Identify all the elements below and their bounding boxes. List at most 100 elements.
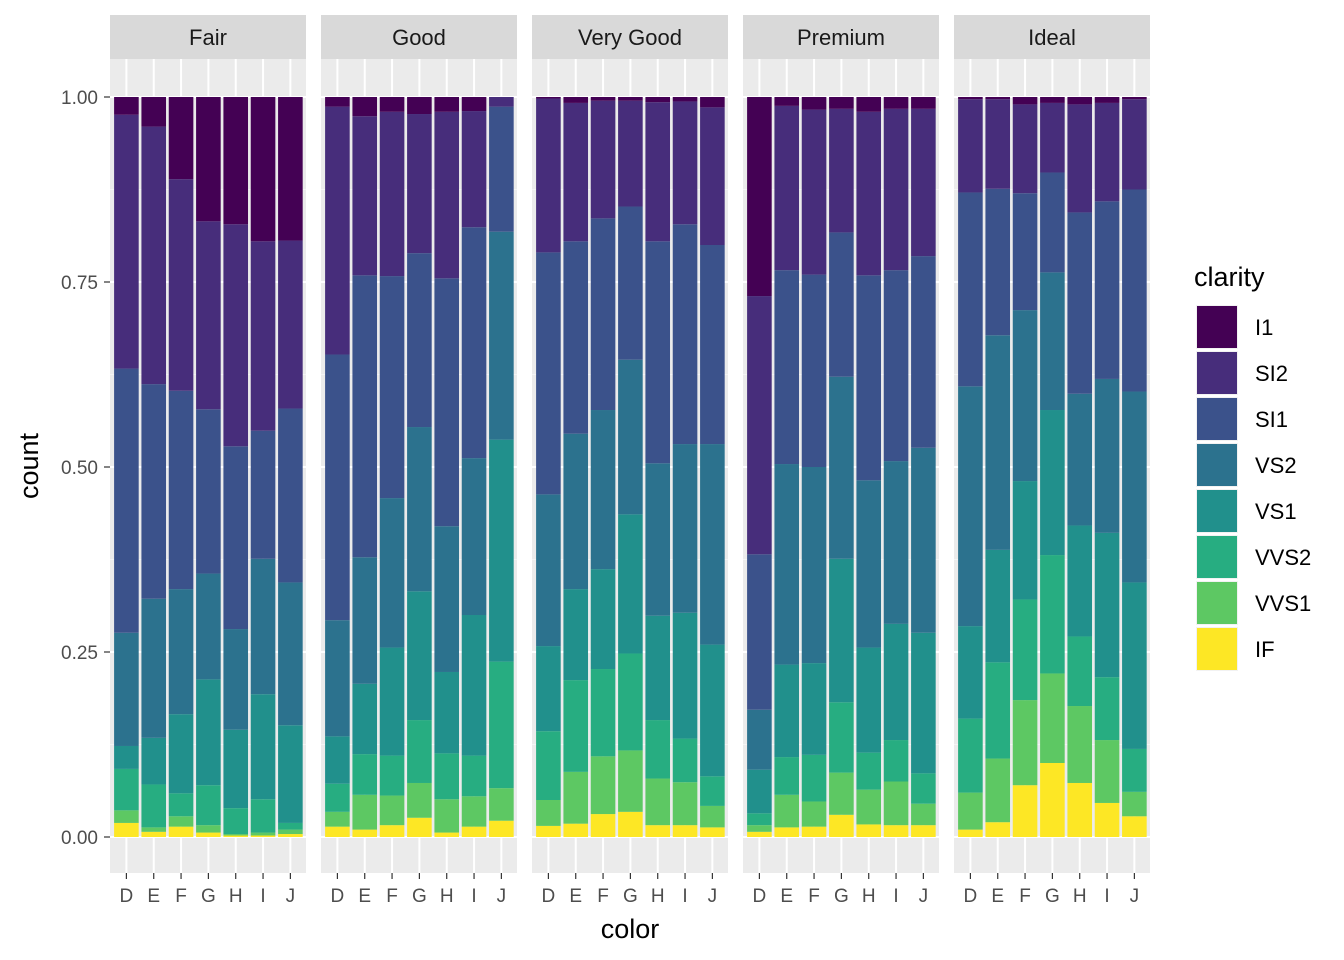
bar-segment-vs2 bbox=[434, 526, 460, 672]
bar-segment-vs2 bbox=[829, 376, 854, 559]
bar-very-good-i bbox=[672, 97, 698, 837]
bar-segment-vs1 bbox=[985, 549, 1011, 663]
bar-segment-vvs1 bbox=[563, 771, 589, 824]
bar-segment-vs1 bbox=[352, 683, 378, 755]
bar-segment-if bbox=[407, 817, 432, 837]
legend-label: VVS1 bbox=[1255, 591, 1311, 616]
legend-item-vs2: VS2 bbox=[1196, 443, 1297, 487]
bar-segment-vs1 bbox=[747, 769, 772, 814]
bar-ideal-e bbox=[985, 97, 1011, 837]
bar-segment-vs2 bbox=[700, 444, 725, 645]
legend-key bbox=[1197, 444, 1237, 486]
bar-segment-if bbox=[883, 825, 909, 837]
bar-segment-si1 bbox=[223, 446, 249, 630]
bar-segment-vs1 bbox=[278, 725, 303, 823]
legend-key bbox=[1197, 582, 1237, 624]
facet-strip-label: Very Good bbox=[578, 25, 682, 50]
bar-segment-vvs1 bbox=[747, 825, 772, 832]
bar-segment-vvs1 bbox=[1012, 700, 1038, 786]
facet-strip-label: Fair bbox=[189, 25, 227, 50]
legend-label: SI1 bbox=[1255, 407, 1288, 432]
bar-segment-vvs2 bbox=[325, 783, 350, 812]
bar-fair-e bbox=[141, 97, 167, 837]
bar-segment-si2 bbox=[958, 99, 983, 193]
facet-strip bbox=[321, 15, 517, 59]
bar-segment-vvs1 bbox=[434, 799, 460, 833]
bar-segment-vs2 bbox=[168, 589, 194, 715]
bar-segment-si1 bbox=[1122, 189, 1147, 392]
bar-segment-i1 bbox=[196, 97, 221, 222]
bar-segment-vvs1 bbox=[168, 816, 194, 827]
bar-segment-vs1 bbox=[461, 615, 487, 756]
bar-segment-si2 bbox=[829, 108, 854, 233]
bar-segment-vs2 bbox=[774, 464, 800, 665]
bar-segment-si2 bbox=[168, 179, 194, 391]
legend-item-si1: SI1 bbox=[1196, 397, 1288, 441]
bar-ideal-g bbox=[1040, 97, 1065, 837]
bar-segment-si1 bbox=[1094, 201, 1120, 379]
bar-segment-i1 bbox=[985, 97, 1011, 100]
bar-segment-si1 bbox=[700, 245, 725, 445]
bar-segment-vs2 bbox=[618, 359, 643, 515]
bar-segment-vs1 bbox=[379, 647, 405, 756]
bar-segment-vvs1 bbox=[856, 789, 882, 825]
bar-segment-vvs2 bbox=[1122, 748, 1147, 792]
legend-title: clarity bbox=[1194, 262, 1265, 292]
bar-segment-i1 bbox=[1040, 97, 1065, 103]
bar-segment-if bbox=[434, 832, 460, 837]
bar-segment-vvs2 bbox=[352, 754, 378, 795]
bar-good-j bbox=[489, 97, 514, 837]
x-tick-label: H bbox=[229, 886, 243, 907]
facet-strip bbox=[532, 15, 728, 59]
bar-segment-si1 bbox=[379, 276, 405, 499]
bar-segment-if bbox=[379, 825, 405, 837]
bar-segment-si1 bbox=[911, 256, 936, 448]
bar-segment-i1 bbox=[829, 97, 854, 109]
bar-segment-if bbox=[747, 831, 772, 837]
bar-premium-d bbox=[747, 97, 772, 837]
bar-segment-vvs2 bbox=[801, 754, 827, 802]
bar-very-good-e bbox=[563, 97, 589, 837]
bar-segment-vvs2 bbox=[856, 752, 882, 790]
bar-ideal-f bbox=[1012, 97, 1038, 837]
bar-fair-d bbox=[114, 97, 139, 837]
x-tick-label: E bbox=[991, 886, 1004, 907]
bar-segment-if bbox=[168, 826, 194, 837]
bar-segment-vs2 bbox=[278, 582, 303, 726]
x-tick-label: H bbox=[440, 886, 454, 907]
bar-segment-i1 bbox=[774, 97, 800, 106]
bar-segment-vvs2 bbox=[1094, 677, 1120, 741]
bar-segment-vvs1 bbox=[1040, 673, 1065, 763]
legend-item-vs1: VS1 bbox=[1196, 489, 1297, 533]
bar-fair-f bbox=[168, 97, 194, 837]
bar-segment-si1 bbox=[489, 106, 514, 232]
bar-segment-si1 bbox=[1012, 193, 1038, 311]
bar-segment-vvs2 bbox=[250, 799, 276, 833]
bar-segment-i1 bbox=[1067, 97, 1093, 105]
bar-segment-si2 bbox=[141, 126, 167, 385]
bar-segment-vvs1 bbox=[325, 811, 350, 827]
bar-segment-vs1 bbox=[250, 694, 276, 800]
legend-key bbox=[1197, 490, 1237, 532]
x-tick-label: D bbox=[331, 886, 345, 907]
bar-segment-i1 bbox=[958, 97, 983, 100]
x-tick-label: G bbox=[412, 886, 427, 907]
facet-strip bbox=[954, 15, 1150, 59]
bar-segment-si2 bbox=[536, 98, 561, 253]
bar-segment-si2 bbox=[645, 102, 671, 242]
bar-ideal-j bbox=[1122, 97, 1147, 837]
bar-segment-vs2 bbox=[1094, 378, 1120, 533]
bar-segment-vs1 bbox=[1067, 525, 1093, 637]
legend-item-vvs2: VVS2 bbox=[1196, 535, 1311, 579]
bar-segment-vs2 bbox=[114, 632, 139, 746]
bar-segment-si2 bbox=[1067, 104, 1093, 213]
bar-segment-vs2 bbox=[883, 461, 909, 624]
bar-segment-si1 bbox=[985, 188, 1011, 336]
bar-segment-si2 bbox=[883, 108, 909, 271]
bar-segment-si2 bbox=[196, 221, 221, 410]
x-tick-label: D bbox=[120, 886, 134, 907]
bar-segment-vs2 bbox=[536, 494, 561, 647]
bar-segment-if bbox=[1012, 785, 1038, 837]
legend-item-vvs1: VVS1 bbox=[1196, 581, 1311, 625]
